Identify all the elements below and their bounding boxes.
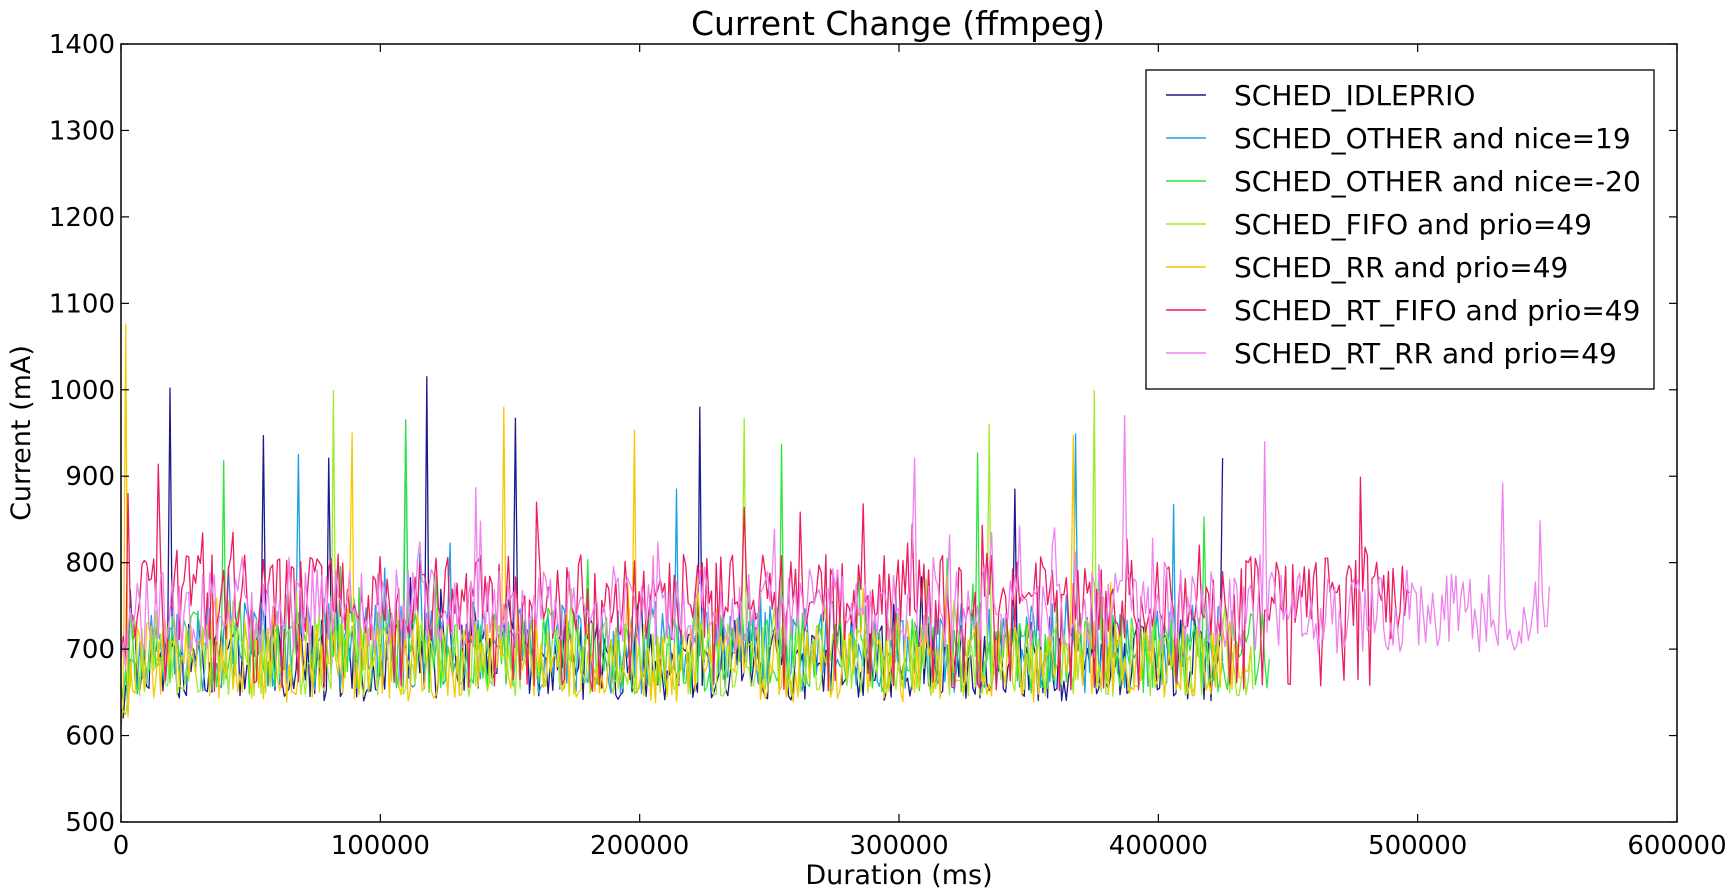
y-tick-label: 600 — [65, 722, 115, 752]
x-axis-label: Duration (ms) — [805, 860, 992, 891]
legend: SCHED_IDLEPRIO SCHED_OTHER and nice=19 SCH… — [1145, 69, 1655, 390]
legend-label: SCHED_OTHER and nice=19 — [1234, 122, 1631, 155]
x-tick-label: 400000 — [1109, 831, 1208, 861]
x-tick-label: 200000 — [590, 831, 689, 861]
legend-label: SCHED_OTHER and nice=-20 — [1234, 165, 1641, 198]
y-tick-label: 1400 — [49, 30, 115, 60]
x-tick-label: 0 — [113, 831, 130, 861]
y-tick-label: 500 — [65, 808, 115, 838]
y-axis-label: Current (mA) — [6, 345, 37, 521]
plot-lines — [120, 323, 1551, 729]
legend-label: SCHED_RT_RR and prio=49 — [1234, 337, 1617, 370]
legend-label: SCHED_IDLEPRIO — [1234, 79, 1475, 112]
series-line — [120, 463, 1410, 693]
y-tick-label: 800 — [65, 549, 115, 579]
x-tick-label: 500000 — [1368, 831, 1467, 861]
axes: 0 100000 200000 300000 400000 500000 600000 500… — [49, 30, 1727, 861]
legend-label: SCHED_FIFO and prio=49 — [1234, 208, 1592, 241]
x-tick-label: 600000 — [1627, 831, 1726, 861]
legend-box — [1145, 69, 1655, 390]
legend-label: SCHED_RR and prio=49 — [1234, 251, 1568, 284]
x-tick-label: 300000 — [849, 831, 948, 861]
x-tick-label: 100000 — [331, 831, 430, 861]
y-tick-label: 1200 — [49, 203, 115, 233]
y-tick-label: 700 — [65, 635, 115, 665]
y-tick-label: 900 — [65, 462, 115, 492]
legend-label: SCHED_RT_FIFO and prio=49 — [1234, 294, 1640, 327]
y-tick-label: 1100 — [49, 289, 115, 319]
chart-title: Current Change (ffmpeg) — [691, 4, 1105, 43]
y-tick-label: 1300 — [49, 116, 115, 146]
series-line — [120, 415, 1551, 669]
series-line — [120, 421, 1270, 702]
y-tick-label: 1000 — [49, 376, 115, 406]
